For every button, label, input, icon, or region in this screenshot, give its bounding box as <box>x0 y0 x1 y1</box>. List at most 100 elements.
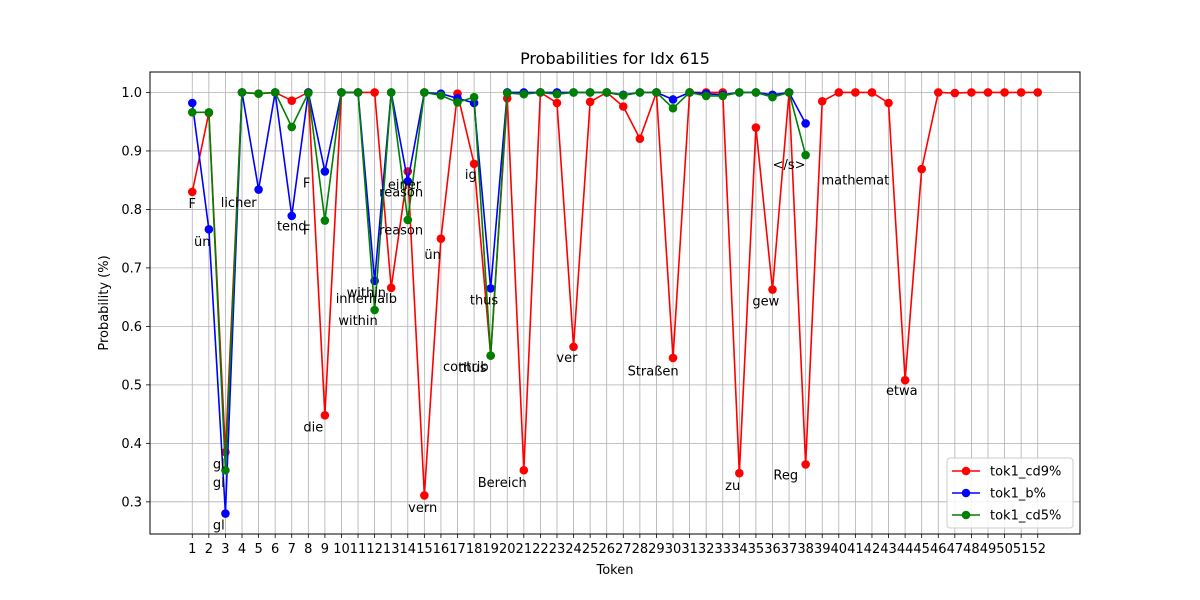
data-point <box>304 88 313 98</box>
annotation-label: F <box>303 177 310 192</box>
x-tick-label: 15 <box>416 542 433 557</box>
data-point <box>618 91 628 100</box>
data-point <box>552 89 562 99</box>
data-point <box>652 88 661 97</box>
x-tick-label: 50 <box>996 542 1013 557</box>
data-point <box>817 96 827 106</box>
data-point <box>867 88 877 97</box>
annotation-label: tend <box>277 219 307 234</box>
data-point <box>569 88 578 97</box>
x-tick-label: 23 <box>549 542 566 557</box>
data-point <box>552 98 562 108</box>
data-point <box>221 465 230 475</box>
data-point <box>635 88 645 97</box>
data-point <box>668 353 678 363</box>
x-tick-label: 10 <box>333 542 350 557</box>
y-tick-label: 0.4 <box>121 437 142 452</box>
data-point <box>519 89 529 99</box>
data-point <box>337 88 346 97</box>
annotation-layer: FünglglgllichertendFFdiewithininnerhalbw… <box>189 158 918 534</box>
data-point <box>768 92 777 102</box>
data-point <box>1016 88 1026 97</box>
data-point <box>1033 88 1043 97</box>
data-point <box>751 88 761 97</box>
data-point <box>502 88 512 98</box>
data-point <box>801 460 810 469</box>
y-tick-label: 1.0 <box>121 86 142 101</box>
legend-marker <box>961 488 971 498</box>
x-tick-label: 5 <box>254 542 262 557</box>
data-point <box>884 98 893 108</box>
x-tick-label: 42 <box>864 542 881 557</box>
annotation-label: vern <box>408 501 437 516</box>
annotation-label: reason <box>379 223 423 238</box>
data-point <box>801 119 810 128</box>
annotation-label: die <box>303 420 323 435</box>
x-tick-label: 35 <box>748 542 765 557</box>
data-point <box>469 159 479 169</box>
annotation-label: F <box>189 197 196 212</box>
annotation-label: ver <box>556 351 578 366</box>
y-axis-label: Probability (%) <box>97 255 112 350</box>
x-tick-label: 8 <box>304 542 312 557</box>
annotation-label: innerhalb <box>336 292 397 307</box>
legend-marker <box>961 466 971 476</box>
data-point <box>751 123 761 132</box>
x-tick-label: 30 <box>665 542 682 557</box>
data-point <box>187 187 197 197</box>
x-tick-label: 37 <box>781 542 798 557</box>
x-tick-label: 2 <box>205 542 213 557</box>
y-tick-label: 0.3 <box>121 495 142 510</box>
data-point <box>685 88 694 97</box>
data-point <box>917 164 926 174</box>
annotation-label: thus <box>470 294 499 309</box>
data-point <box>735 88 744 97</box>
data-point <box>585 88 595 97</box>
x-tick-label: 41 <box>847 542 864 557</box>
series-3 <box>187 88 810 475</box>
y-tick-label: 0.5 <box>121 378 142 393</box>
data-point <box>370 88 379 97</box>
x-tick-label: 51 <box>1013 542 1030 557</box>
data-point <box>353 88 363 97</box>
data-point <box>320 410 330 420</box>
x-tick-label: 6 <box>271 542 279 557</box>
data-point <box>386 283 396 293</box>
annotation-label: within <box>338 314 377 329</box>
data-point <box>701 91 711 101</box>
data-point <box>254 185 263 194</box>
x-tick-label: 46 <box>930 542 947 557</box>
x-tick-label: 25 <box>582 542 599 557</box>
x-tick-label: 28 <box>632 542 649 557</box>
x-tick-label: 27 <box>615 542 632 557</box>
data-point <box>287 122 297 132</box>
annotation-label: Straßen <box>628 364 679 379</box>
annotation-label: zu <box>725 479 740 494</box>
x-tick-label: 17 <box>449 542 466 557</box>
data-point <box>602 88 612 97</box>
data-point <box>436 91 446 100</box>
data-point <box>1000 88 1009 97</box>
x-tick-label: 26 <box>598 542 615 557</box>
data-point <box>668 103 678 113</box>
legend-marker <box>961 510 971 520</box>
x-tick-label: 44 <box>897 542 914 557</box>
legend-label: tok1_cd9% <box>990 465 1061 480</box>
annotation-label: </s> <box>773 158 806 173</box>
x-tick-label: 38 <box>797 542 814 557</box>
data-point <box>486 351 495 360</box>
data-point <box>370 305 379 315</box>
y-tick-label: 0.8 <box>121 203 142 218</box>
data-point <box>585 97 595 107</box>
x-tick-label: 43 <box>880 542 897 557</box>
data-point <box>950 88 960 98</box>
x-tick-label: 34 <box>731 542 748 557</box>
data-point <box>618 102 628 111</box>
legend-frame <box>946 457 1074 529</box>
x-tick-label: 29 <box>648 542 665 557</box>
data-point <box>718 91 728 101</box>
y-tick-label: 0.6 <box>121 320 142 335</box>
x-axis-label: Token <box>596 563 634 578</box>
data-point <box>187 108 197 117</box>
